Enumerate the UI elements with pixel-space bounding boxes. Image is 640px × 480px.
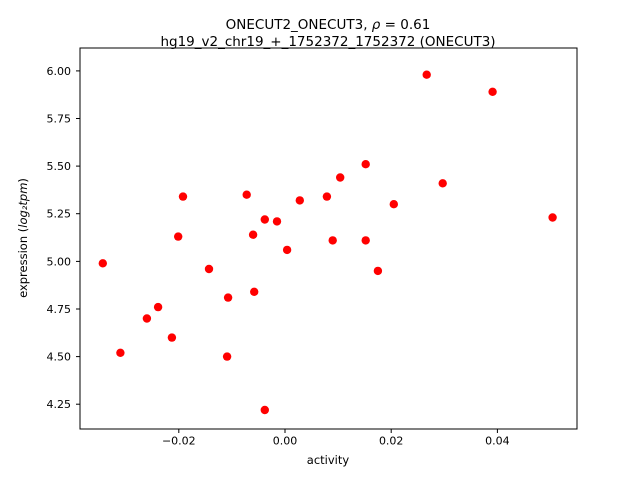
data-point xyxy=(242,190,251,199)
scatter-points xyxy=(98,70,557,415)
chart-subtitle: hg19_v2_chr19_+_1752372_1752372 (ONECUT3… xyxy=(160,34,495,50)
data-point xyxy=(248,230,258,239)
data-point xyxy=(282,245,292,255)
y-axis-label-prefix: expression ( xyxy=(16,228,30,298)
data-point xyxy=(142,314,152,323)
data-point xyxy=(322,192,332,201)
data-point xyxy=(272,217,282,226)
y-tick-label: 5.50 xyxy=(47,160,72,173)
y-tick-label: 5.25 xyxy=(47,208,72,221)
data-point xyxy=(488,87,497,97)
data-point xyxy=(361,236,370,245)
data-point xyxy=(204,264,214,274)
data-point xyxy=(438,179,447,188)
data-point xyxy=(295,196,304,205)
data-point xyxy=(260,215,269,224)
data-point xyxy=(223,293,233,302)
y-tick-label: 4.50 xyxy=(47,351,72,364)
data-point xyxy=(178,192,188,201)
rho-symbol: ρ xyxy=(372,17,381,33)
data-point xyxy=(167,333,177,342)
data-point xyxy=(336,173,345,182)
y-tick-label: 4.25 xyxy=(47,398,72,411)
data-point xyxy=(373,266,383,276)
x-axis-label: activity xyxy=(307,453,350,467)
y-tick-label: 4.75 xyxy=(47,303,72,316)
y-axis-label-suffix: ) xyxy=(16,178,30,183)
y-axis-ticks: 4.25 4.50 4.75 5.00 5.25 5.50 5.75 6.00 xyxy=(47,65,80,411)
data-point xyxy=(260,405,269,415)
rho-value: = 0.61 xyxy=(380,17,430,33)
data-point xyxy=(548,213,557,222)
data-point xyxy=(98,259,108,268)
x-tick-label: 0.04 xyxy=(485,435,510,448)
data-point xyxy=(116,348,125,357)
data-point xyxy=(250,287,259,296)
data-point xyxy=(153,302,163,312)
y-tick-label: 6.00 xyxy=(47,65,72,78)
data-point xyxy=(389,200,398,209)
y-tick-label: 5.75 xyxy=(47,113,72,126)
y-axis-label-math: log₂tpm xyxy=(16,183,30,228)
x-tick-label: 0.02 xyxy=(379,435,404,448)
data-point xyxy=(174,232,183,241)
data-point xyxy=(328,236,337,245)
x-axis-ticks: −0.02 0.00 0.02 0.04 xyxy=(162,429,510,448)
data-point xyxy=(422,70,431,79)
plot-frame xyxy=(79,47,578,430)
data-point xyxy=(222,352,232,361)
chart-title: ONECUT2_ONECUT3, ρ = 0.61 xyxy=(226,17,431,33)
y-tick-label: 5.00 xyxy=(47,255,72,268)
x-tick-label: 0.00 xyxy=(273,435,298,448)
x-tick-label: −0.02 xyxy=(162,435,196,448)
data-point xyxy=(361,160,370,169)
chart-title-text: ONECUT2_ONECUT3, xyxy=(226,17,372,33)
y-axis-label: expression (log₂tpm) xyxy=(16,178,30,298)
